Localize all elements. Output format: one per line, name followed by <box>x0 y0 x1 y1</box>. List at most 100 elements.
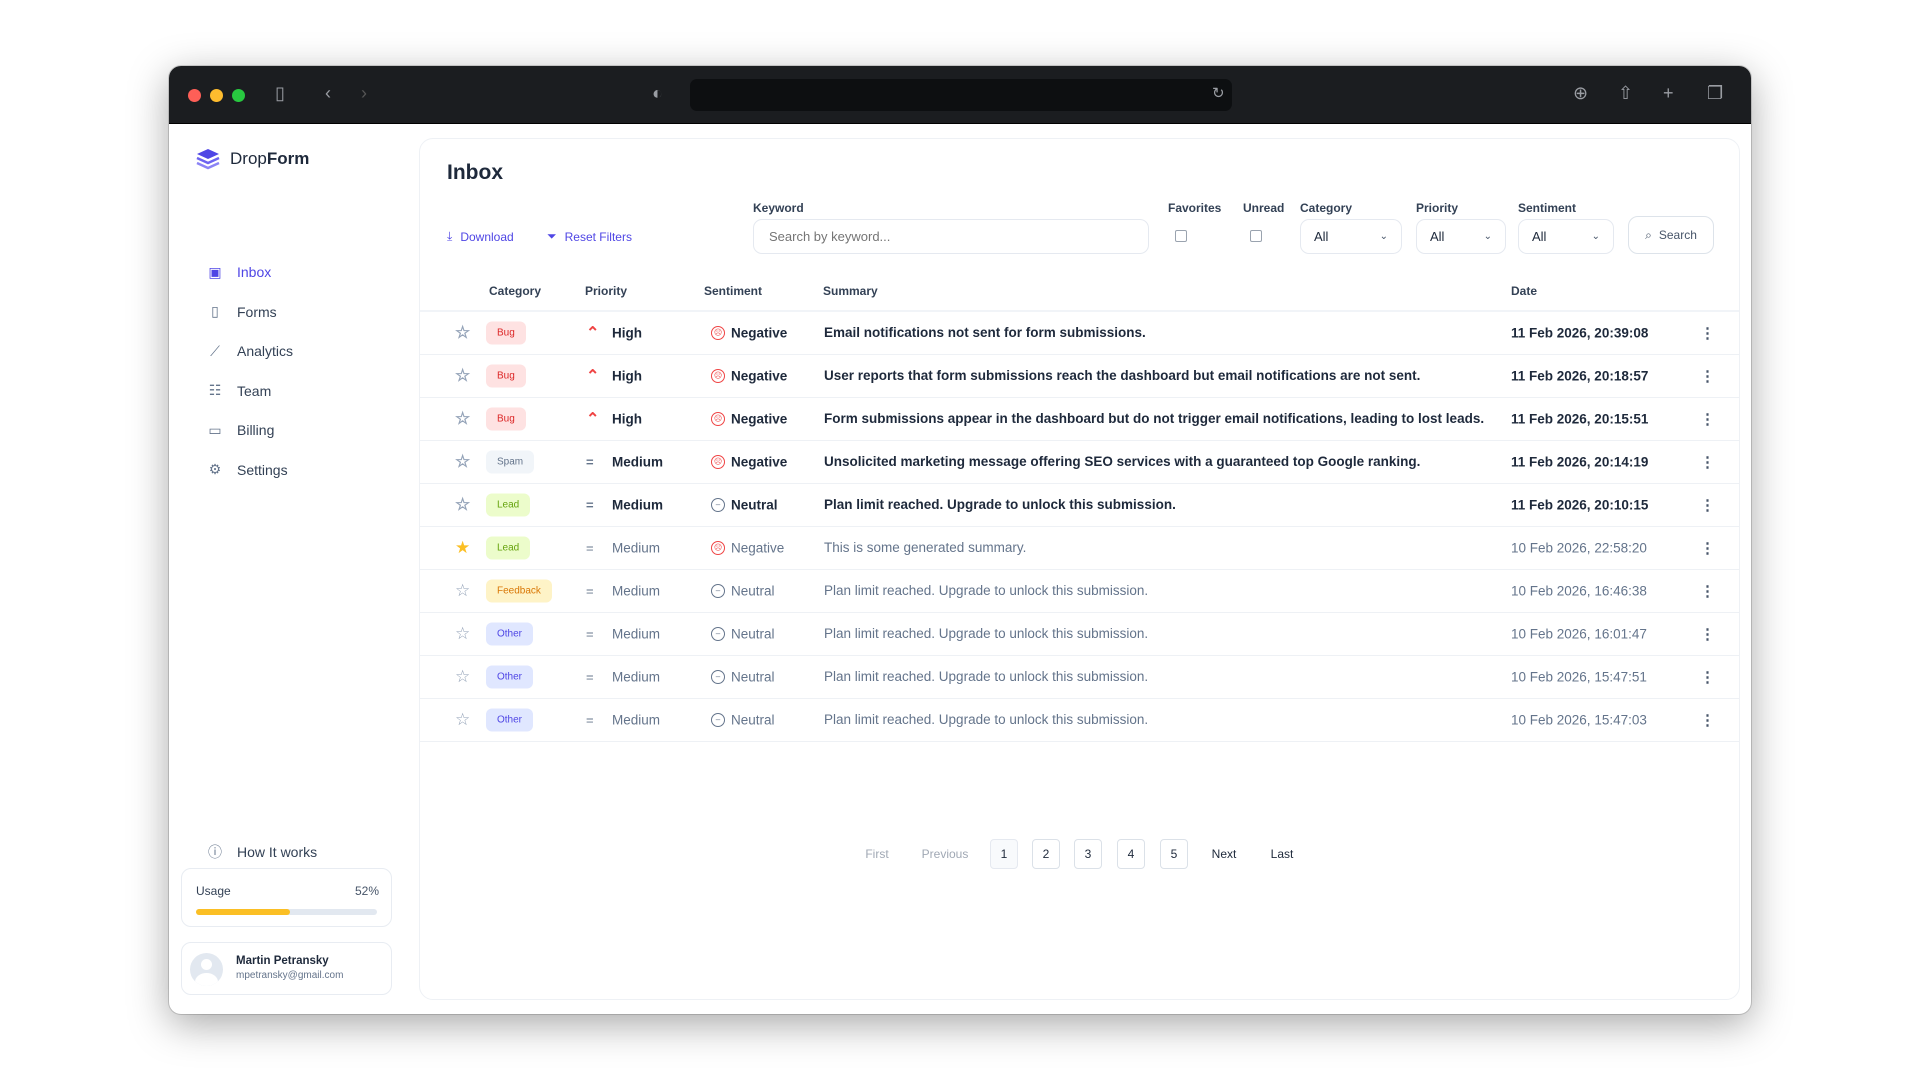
pagination-next[interactable]: Next <box>1211 847 1237 861</box>
summary-text[interactable]: Unsolicited marketing message offering S… <box>824 454 1421 469</box>
maximize-window-button[interactable] <box>232 89 245 102</box>
star-icon[interactable]: ☆ <box>455 366 471 385</box>
priority-medium-icon: = <box>586 497 594 513</box>
summary-text[interactable]: Plan limit reached. Upgrade to unlock th… <box>824 669 1149 684</box>
logo[interactable]: DropForm <box>196 148 309 170</box>
usage-percent: 52% <box>354 884 379 898</box>
neutral-face-icon: – <box>711 498 725 512</box>
table-row[interactable]: ★ Lead = Medium ☹ Negative This is some genera… <box>420 527 1739 570</box>
star-icon[interactable]: ☆ <box>455 624 471 643</box>
new-tab-icon[interactable]: + <box>1663 83 1674 103</box>
sidebar-item-analytics[interactable]: ⟋ Analytics <box>207 343 293 360</box>
star-icon[interactable]: ☆ <box>455 495 471 514</box>
column-header-priority[interactable]: Priority <box>585 284 628 298</box>
star-icon[interactable]: ☆ <box>455 452 471 471</box>
pagination-last[interactable]: Last <box>1270 847 1294 861</box>
address-bar[interactable]: ↻ <box>690 79 1232 111</box>
table-row[interactable]: ☆ Spam = Medium ☹ Negative Unsolicited marketi… <box>420 441 1739 484</box>
pagination-previous[interactable]: Previous <box>921 847 969 861</box>
forward-icon[interactable]: › <box>361 83 367 103</box>
pagination-page-4[interactable]: 4 <box>1117 839 1145 869</box>
table-row[interactable]: ☆ Other = Medium – Neutral Plan limit reached.… <box>420 699 1739 742</box>
download-button[interactable]: ⤓ Download <box>447 229 514 244</box>
minimize-window-button[interactable] <box>210 89 223 102</box>
summary-text[interactable]: Plan limit reached. Upgrade to unlock th… <box>824 626 1149 641</box>
column-header-summary[interactable]: Summary <box>823 284 878 298</box>
more-options-icon[interactable]: ⋮ <box>1700 368 1715 385</box>
user-card[interactable]: Martin Petransky mpetransky@gmail.com <box>181 942 392 995</box>
column-header-sentiment[interactable]: Sentiment <box>704 284 763 298</box>
sentiment-label: Negative <box>731 540 785 556</box>
summary-text[interactable]: Email notifications not sent for form su… <box>824 325 1146 340</box>
sidebar-item-team[interactable]: ☷ Team <box>207 382 272 399</box>
priority-label: Medium <box>612 669 661 685</box>
table-row[interactable]: ☆ Other = Medium – Neutral Plan limit reached.… <box>420 613 1739 656</box>
unread-checkbox[interactable] <box>1250 230 1262 242</box>
favorites-checkbox[interactable] <box>1175 230 1187 242</box>
usage-progress-bar <box>196 909 377 915</box>
column-header-category[interactable]: Category <box>489 284 542 298</box>
pagination-page-1[interactable]: 1 <box>990 839 1018 869</box>
star-icon[interactable]: ☆ <box>455 667 471 686</box>
reload-icon[interactable]: ↻ <box>1212 85 1225 102</box>
date-text: 11 Feb 2026, 20:10:15 <box>1511 497 1649 513</box>
sidebar-item-billing[interactable]: ▭ Billing <box>207 422 274 439</box>
share-icon[interactable]: ⇧ <box>1618 83 1634 103</box>
more-options-icon[interactable]: ⋮ <box>1700 626 1715 643</box>
table-row[interactable]: ☆ Lead = Medium – Neutral Plan limit reached. … <box>420 484 1739 527</box>
sentiment-select[interactable]: All ⌄ <box>1518 219 1614 254</box>
star-icon[interactable]: ☆ <box>455 581 471 600</box>
star-filled-icon[interactable]: ★ <box>455 538 471 557</box>
more-options-icon[interactable]: ⋮ <box>1700 411 1715 428</box>
summary-text[interactable]: Plan limit reached. Upgrade to unlock th… <box>824 497 1176 512</box>
summary-text[interactable]: User reports that form submissions reach… <box>824 368 1421 383</box>
sidebar-item-forms[interactable]: ▯ Forms <box>207 303 277 320</box>
tabs-icon[interactable]: ❐ <box>1707 83 1724 103</box>
table-row[interactable]: ☆ Feedback = Medium – Neutral Plan limit reach… <box>420 570 1739 613</box>
pagination-page-5[interactable]: 5 <box>1160 839 1188 869</box>
star-icon[interactable]: ☆ <box>455 710 471 729</box>
more-options-icon[interactable]: ⋮ <box>1700 325 1715 342</box>
more-options-icon[interactable]: ⋮ <box>1700 454 1715 471</box>
priority-label: Medium <box>612 626 661 642</box>
more-options-icon[interactable]: ⋮ <box>1700 540 1715 557</box>
summary-text[interactable]: Form submissions appear in the dashboard… <box>824 411 1485 426</box>
more-options-icon[interactable]: ⋮ <box>1700 669 1715 686</box>
category-badge: Other <box>486 708 534 732</box>
pagination-page-2[interactable]: 2 <box>1032 839 1060 869</box>
shield-icon[interactable]: ◐ <box>652 83 663 103</box>
download-icon: ⤓ <box>447 229 453 243</box>
table-row[interactable]: ☆ Other = Medium – Neutral Plan limit reached.… <box>420 656 1739 699</box>
star-icon[interactable]: ☆ <box>455 409 471 428</box>
summary-text[interactable]: This is some generated summary. <box>824 540 1027 555</box>
more-options-icon[interactable]: ⋮ <box>1700 497 1715 514</box>
sidebar-item-settings[interactable]: ⚙ Settings <box>207 461 288 478</box>
more-options-icon[interactable]: ⋮ <box>1700 712 1715 729</box>
priority-medium-icon: = <box>586 454 594 470</box>
reset-filters-button[interactable]: ⏷ Reset Filters <box>547 229 632 244</box>
sidebar-item-inbox[interactable]: ▣ Inbox <box>207 264 271 281</box>
settings-icon: ⚙ <box>208 461 222 477</box>
more-options-icon[interactable]: ⋮ <box>1700 583 1715 600</box>
search-button[interactable]: ⌕ Search <box>1628 216 1714 254</box>
pagination-page-3[interactable]: 3 <box>1074 839 1102 869</box>
star-icon[interactable]: ☆ <box>455 323 471 342</box>
keyword-search-input[interactable] <box>753 219 1149 254</box>
sidebar-icon[interactable]: ▯ <box>275 83 285 103</box>
summary-text[interactable]: Plan limit reached. Upgrade to unlock th… <box>824 583 1149 598</box>
table-row[interactable]: ☆ Bug ⌃ High ☹ Negative Form submissions appea… <box>420 398 1739 441</box>
help-icon: ⓘ <box>208 844 222 860</box>
sentiment-label: Neutral <box>731 712 775 728</box>
category-select[interactable]: All ⌄ <box>1300 219 1402 254</box>
table-row[interactable]: ☆ Bug ⌃ High ☹ Negative User reports that form… <box>420 355 1739 398</box>
priority-label: Medium <box>612 497 664 513</box>
download-icon[interactable]: ⊕ <box>1573 83 1589 103</box>
table-row[interactable]: ☆ Bug ⌃ High ☹ Negative Email notifications no… <box>420 312 1739 355</box>
back-icon[interactable]: ‹ <box>325 83 331 103</box>
column-header-date[interactable]: Date <box>1511 284 1538 298</box>
pagination-first[interactable]: First <box>865 847 889 861</box>
summary-text[interactable]: Plan limit reached. Upgrade to unlock th… <box>824 712 1149 727</box>
priority-select[interactable]: All ⌄ <box>1416 219 1506 254</box>
close-window-button[interactable] <box>188 89 201 102</box>
sidebar-item-how-it-works[interactable]: ⓘ How It works <box>207 844 317 860</box>
